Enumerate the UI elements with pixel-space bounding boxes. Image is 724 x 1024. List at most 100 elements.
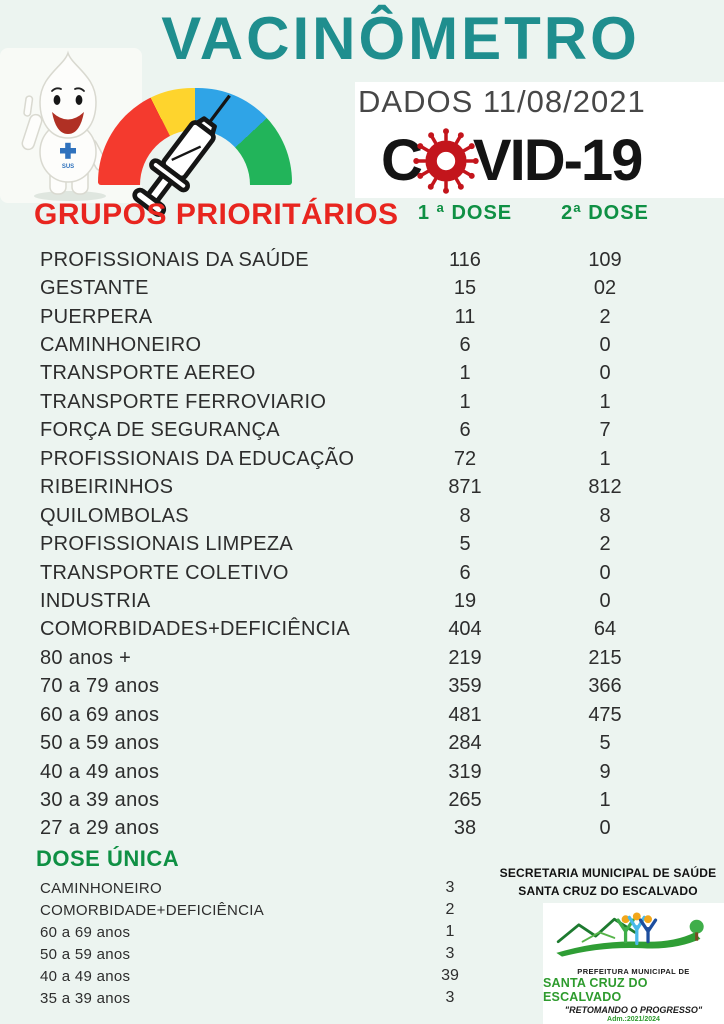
logo-line4: Adm.:2021/2024 (607, 1016, 660, 1023)
dose1-value: 481 (448, 703, 482, 726)
group-label: QUILOMBOLAS (40, 504, 189, 527)
covid-logo-part2: VID-19 (472, 127, 644, 193)
group-label: FORÇA DE SEGURANÇA (40, 419, 280, 442)
dose2-value: 5 (599, 732, 611, 755)
dose2-value: 2 (599, 305, 611, 328)
data-date-label: DADOS 11/08/2021 (358, 84, 646, 119)
dose-unica-heading: DOSE ÚNICA (36, 846, 180, 871)
dose2-value: 1 (599, 789, 611, 812)
page-title: VACINÔMETRO (161, 5, 640, 72)
dose1-value: 5 (459, 533, 471, 556)
group-label: 60 a 69 anos (40, 703, 160, 726)
dose-unica-value: 39 (441, 967, 459, 984)
dose2-value: 0 (599, 589, 611, 612)
dose2-value: 1 (599, 390, 611, 413)
syringe-svg (132, 94, 231, 217)
table-row: CAMINHONEIRO 6 0 (0, 331, 724, 359)
group-label: PROFISSIONAIS DA EDUCAÇÃO (40, 447, 355, 470)
table-row: 50 a 59 anos 284 5 (0, 729, 724, 757)
syringe-icon (108, 75, 257, 241)
group-label: RIBEIRINHOS (40, 476, 174, 499)
dose2-value: 0 (599, 561, 611, 584)
dose2-value: 2 (599, 533, 611, 556)
dose2-value: 7 (599, 419, 611, 442)
dose1-value: 11 (454, 305, 476, 328)
dose2-value: 812 (588, 476, 622, 499)
group-label: TRANSPORTE FERROVIARIO (40, 390, 327, 413)
group-label: 80 anos + (40, 646, 132, 669)
dose1-value: 404 (448, 618, 482, 641)
table-row: 27 a 29 anos 38 0 (0, 815, 724, 843)
dose2-value: 109 (588, 248, 622, 271)
dose2-value: 366 (588, 675, 622, 698)
group-label: CAMINHONEIRO (40, 334, 202, 357)
table-row: 80 anos + 219 215 (0, 644, 724, 672)
table-row: PROFISSIONAIS DA SAÚDE 116 109 (0, 246, 724, 274)
dose1-value: 19 (453, 589, 477, 612)
group-label: 40 a 49 anos (40, 760, 160, 783)
logo-line1: PREFEITURA MUNICIPAL DE (577, 967, 690, 976)
group-label: 30 a 39 anos (40, 789, 160, 812)
dose-unica-value: 2 (445, 901, 455, 918)
table-row: 70 a 79 anos 359 366 (0, 673, 724, 701)
dose1-value: 265 (448, 789, 482, 812)
mascot-sus-label: SUS (62, 164, 74, 170)
dose-unica-value: 3 (445, 879, 455, 896)
dose-unica-label: 60 a 69 anos (40, 923, 131, 941)
table-row: 30 a 39 anos 265 1 (0, 786, 724, 814)
dose-unica-value: 3 (445, 945, 455, 962)
logo-line3: "RETOMANDO O PROGRESSO" (564, 1005, 703, 1015)
dose2-value: 475 (588, 703, 622, 726)
prefeitura-logo: PREFEITURA MUNICIPAL DE SANTA CRUZ DO ES… (543, 903, 724, 1024)
dose1-value: 8 (459, 504, 471, 527)
dose1-value: 359 (448, 675, 482, 698)
dose1-value: 6 (459, 561, 471, 584)
dose-unica-row: CAMINHONEIRO 3 (0, 877, 520, 899)
logo-line2: SANTA CRUZ DO ESCALVADO (543, 976, 648, 1004)
table-row: QUILOMBOLAS 8 8 (0, 502, 724, 530)
dose2-value: 1 (599, 447, 611, 470)
dose-unica-row: COMORBIDADE+DEFICIÊNCIA 2 (0, 899, 520, 921)
dose-unica-row: 40 a 49 anos 39 (0, 965, 520, 987)
coronavirus-icon (413, 128, 479, 194)
table-row: RIBEIRINHOS 871 812 (0, 474, 724, 502)
dose1-value: 38 (453, 817, 477, 840)
dose1-value: 871 (448, 476, 482, 499)
secretaria-line2: SANTA CRUZ DO ESCALVADO (518, 884, 698, 898)
dose2-value: 0 (599, 334, 611, 357)
header-white-banner (355, 82, 724, 198)
dose1-value: 1 (459, 362, 471, 385)
covid19-logo: C VID-19 (381, 124, 644, 196)
group-label: 50 a 59 anos (40, 732, 160, 755)
table-row: GESTANTE 15 02 (0, 274, 724, 302)
dose-unica-row: 50 a 59 anos 3 (0, 943, 520, 965)
group-label: PROFISSIONAIS DA SAÚDE (40, 248, 309, 271)
dose2-value: 0 (599, 817, 611, 840)
col-header-dose1: 1 ª DOSE (417, 202, 513, 224)
secretaria-text: SECRETARIA MUNICIPAL DE SAÚDE SANTA CRUZ… (495, 864, 721, 900)
dose-unica-table: CAMINHONEIRO 3 COMORBIDADE+DEFICIÊNCIA 2… (0, 877, 520, 1009)
dose1-value: 1 (459, 390, 471, 413)
dose1-value: 319 (448, 760, 482, 783)
group-label: 27 a 29 anos (40, 817, 160, 840)
dose1-value: 72 (453, 447, 477, 470)
dose-unica-value: 1 (445, 923, 455, 940)
priority-groups-table: PROFISSIONAIS DA SAÚDE 116 109 GESTANTE … (0, 246, 724, 843)
dose1-value: 6 (459, 419, 471, 442)
dose-unica-label: 40 a 49 anos (40, 967, 131, 985)
table-row: TRANSPORTE COLETIVO 6 0 (0, 559, 724, 587)
dose1-value: 15 (453, 277, 477, 300)
table-row: PROFISSIONAIS DA EDUCAÇÃO 72 1 (0, 445, 724, 473)
dose-unica-label: 35 a 39 anos (40, 989, 131, 1007)
dose-unica-label: COMORBIDADE+DEFICIÊNCIA (40, 901, 265, 919)
group-label: GESTANTE (40, 277, 149, 300)
dose1-value: 6 (459, 334, 471, 357)
group-label: PROFISSIONAIS LIMPEZA (40, 533, 294, 556)
dose-unica-label: CAMINHONEIRO (40, 879, 162, 897)
dose2-value: 02 (593, 277, 617, 300)
dose-unica-row: 60 a 69 anos 1 (0, 921, 520, 943)
table-row: INDUSTRIA 19 0 (0, 587, 724, 615)
secretaria-line1: SECRETARIA MUNICIPAL DE SAÚDE (499, 866, 717, 880)
table-row: TRANSPORTE FERROVIARIO 1 1 (0, 388, 724, 416)
